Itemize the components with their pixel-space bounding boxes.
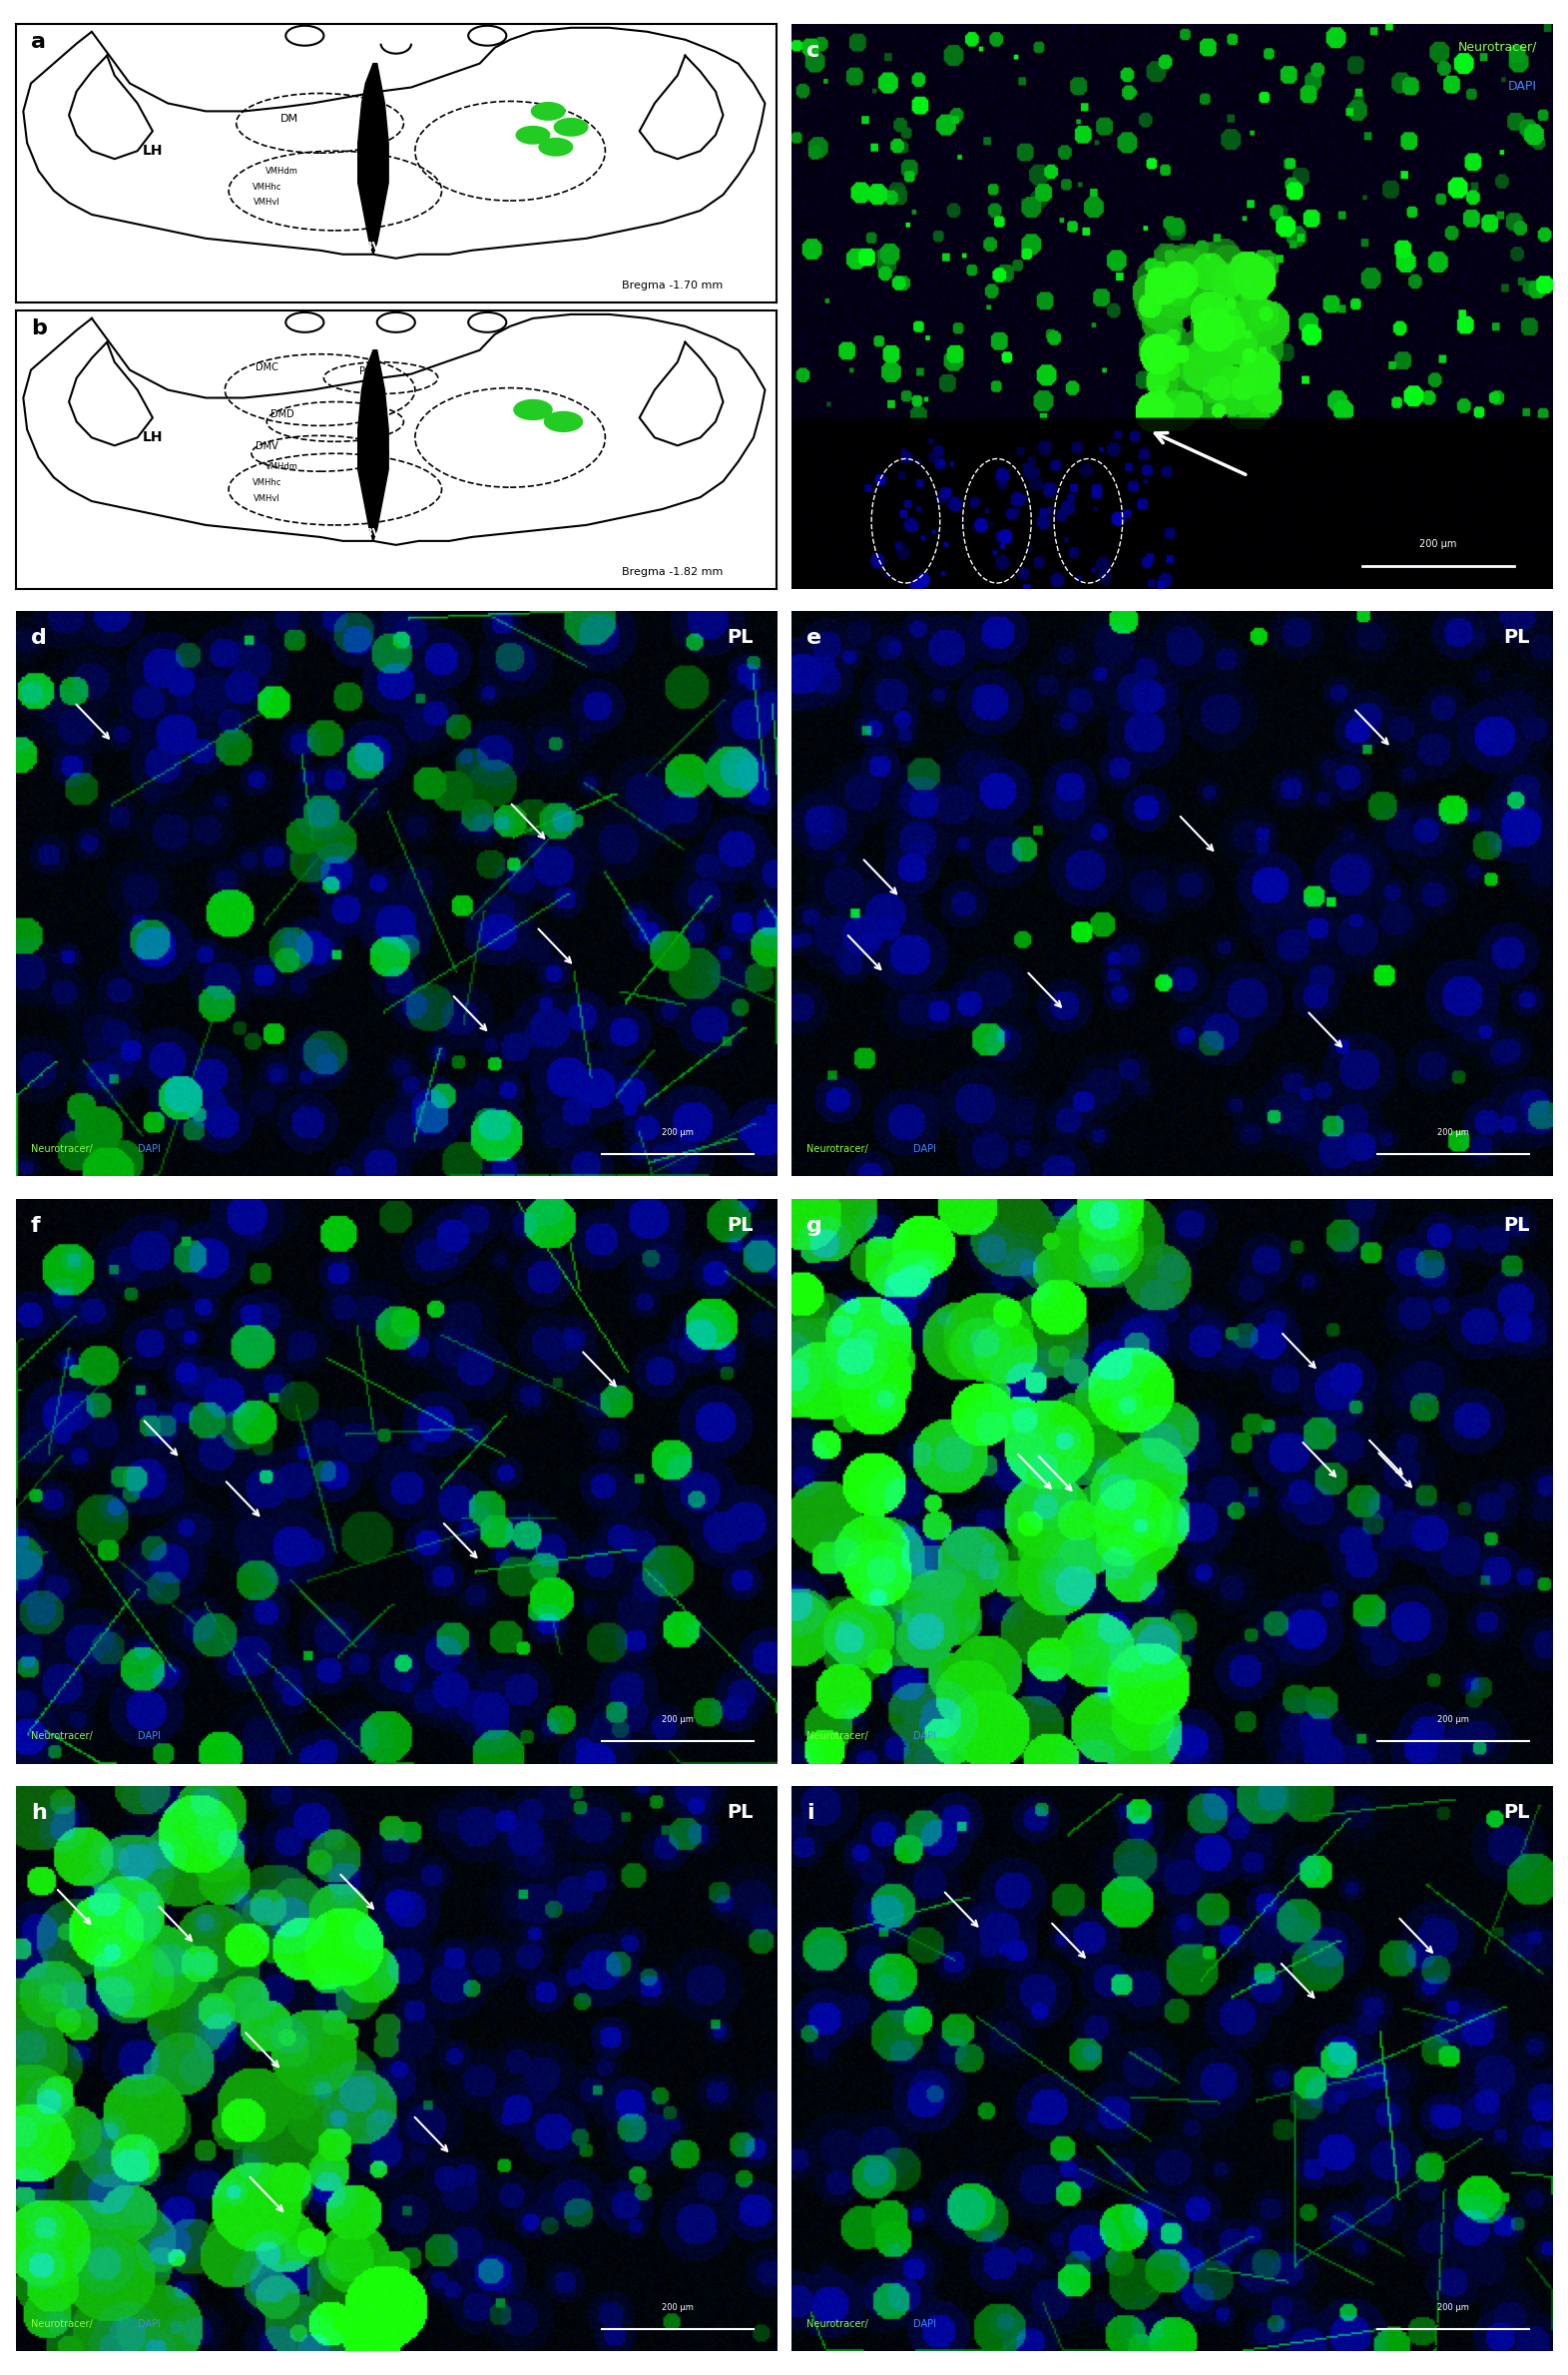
Text: 200 μm: 200 μm	[1438, 2304, 1469, 2311]
Text: 3V: 3V	[365, 527, 381, 539]
Text: VMHdm: VMHdm	[265, 166, 298, 176]
Text: DAPI: DAPI	[138, 1731, 160, 1741]
Text: PL: PL	[1504, 629, 1529, 648]
Text: DAPI: DAPI	[138, 1145, 160, 1154]
Text: 200 μm: 200 μm	[662, 1128, 693, 1138]
Polygon shape	[358, 64, 389, 254]
Text: PL: PL	[728, 1803, 754, 1822]
Text: Bregma -1.82 mm: Bregma -1.82 mm	[622, 568, 723, 577]
Text: e: e	[808, 629, 822, 648]
Circle shape	[544, 411, 582, 432]
Text: PL: PL	[1504, 1216, 1529, 1235]
Circle shape	[554, 119, 588, 135]
Text: DM: DM	[281, 114, 298, 124]
Text: VMHvl: VMHvl	[254, 197, 281, 207]
Text: f: f	[31, 1216, 41, 1235]
Text: 200 μm: 200 μm	[1419, 539, 1457, 549]
Text: i: i	[808, 1803, 814, 1824]
Text: VMHhc: VMHhc	[252, 183, 281, 192]
Text: PL: PL	[728, 1216, 754, 1235]
Text: DAPI: DAPI	[913, 2318, 936, 2328]
Text: Neurotracer/: Neurotracer/	[31, 2318, 93, 2328]
Text: DAPI: DAPI	[913, 1145, 936, 1154]
Text: b: b	[31, 318, 47, 340]
Text: Neurotracer/: Neurotracer/	[31, 1731, 93, 1741]
Text: 200 μm: 200 μm	[662, 1715, 693, 1724]
Polygon shape	[358, 349, 389, 542]
Text: VMHvl: VMHvl	[254, 494, 281, 504]
Text: Neurotracer/: Neurotracer/	[808, 1145, 869, 1154]
Text: DMC: DMC	[256, 361, 278, 373]
Text: LH: LH	[143, 430, 163, 444]
Text: DAPI: DAPI	[913, 1731, 936, 1741]
Text: DMV: DMV	[256, 442, 278, 451]
Text: Neurotracer/: Neurotracer/	[1458, 40, 1537, 55]
Circle shape	[516, 126, 550, 145]
Text: 200 μm: 200 μm	[1438, 1128, 1469, 1138]
Text: h: h	[31, 1803, 47, 1824]
Text: Neurotracer/: Neurotracer/	[31, 1145, 93, 1154]
Text: Neurotracer/: Neurotracer/	[808, 1731, 869, 1741]
Text: VMHhc: VMHhc	[252, 477, 281, 487]
Text: LH: LH	[143, 145, 163, 159]
Text: VMHdm: VMHdm	[265, 463, 298, 470]
Text: DAPI: DAPI	[1508, 81, 1537, 93]
Circle shape	[514, 399, 552, 420]
Text: Neurotracer/: Neurotracer/	[808, 2318, 869, 2328]
Text: g: g	[808, 1216, 823, 1235]
Text: PH: PH	[359, 366, 372, 375]
Text: PL: PL	[728, 629, 754, 648]
Text: PL: PL	[1504, 1803, 1529, 1822]
Text: 200 μm: 200 μm	[662, 2304, 693, 2311]
Text: 3V: 3V	[365, 242, 381, 252]
Text: DMD: DMD	[270, 411, 293, 420]
Text: d: d	[31, 629, 47, 648]
Text: DAPI: DAPI	[138, 2318, 160, 2328]
Text: a: a	[31, 33, 45, 52]
Circle shape	[539, 138, 572, 157]
Text: 200 μm: 200 μm	[1438, 1715, 1469, 1724]
Circle shape	[532, 102, 564, 121]
Text: c: c	[808, 40, 820, 62]
Text: Bregma -1.70 mm: Bregma -1.70 mm	[622, 280, 723, 290]
